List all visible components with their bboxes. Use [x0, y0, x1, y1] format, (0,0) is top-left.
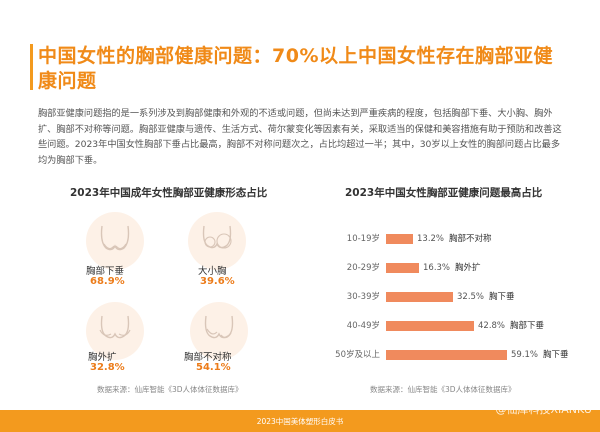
uneven-size-chest-icon: [202, 225, 232, 249]
shape-name: 胸部下垂: [86, 266, 125, 277]
category-label: 50岁及以上: [335, 350, 380, 360]
shape-pct: 54.1%: [196, 362, 231, 373]
shape-pct: 32.8%: [90, 362, 125, 373]
bar: [386, 234, 413, 244]
bar: [386, 350, 507, 360]
bar-row: 20-29岁 16.3% 胸外扩: [325, 262, 590, 274]
page-title: 中国女性的胸部健康问题：70%以上中国女性存在胸部亚健康问题: [38, 45, 553, 92]
issue-label: 胸部下垂: [510, 321, 545, 331]
category-label: 20-29岁: [346, 263, 380, 273]
category-label: 30-39岁: [346, 292, 380, 302]
footer-text: 2023中国美体塑形白皮书: [256, 417, 344, 426]
shape-item-uneven: 大小胸 39.6%: [188, 212, 398, 287]
category-label: 10-19岁: [346, 234, 380, 244]
bar: [386, 321, 474, 331]
shape-name: 胸外扩: [88, 352, 117, 363]
value-label: 32.5%: [457, 292, 485, 302]
value-label: 42.8%: [478, 321, 506, 331]
issue-label: 胸外扩: [455, 263, 481, 273]
bar-row: 10-19岁 13.2% 胸部不对称: [325, 233, 590, 245]
sagging-chest-icon: [100, 225, 130, 251]
watermark: @仙库科技XIANKU: [495, 403, 592, 416]
intro-paragraph: 胸部亚健康问题指的是一系列涉及到胸部健康和外观的不适或问题，但尚未达到严重疾病的…: [38, 108, 562, 166]
age-bar-chart: 10-19岁 13.2% 胸部不对称 20-29岁 16.3% 胸外扩 30-39岁 32.5…: [325, 225, 590, 370]
shape-item-asymmetric: 胸部不对称 54.1%: [184, 302, 394, 377]
bar: [386, 263, 419, 273]
shape-pct: 68.9%: [90, 276, 125, 287]
shape-item-sagging: 胸部下垂 68.9%: [78, 212, 288, 287]
value-label: 59.1%: [511, 350, 539, 360]
issue-label: 胸部不对称: [449, 234, 492, 244]
bar-row: 50岁及以上 59.1% 胸下垂: [325, 349, 590, 361]
issue-label: 胸下垂: [543, 350, 569, 360]
bar-row: 30-39岁 32.5% 胸下垂: [325, 291, 590, 303]
splayed-chest-icon: [99, 315, 131, 339]
value-label: 13.2%: [417, 234, 445, 244]
left-source-note: 数据来源：仙库智能《3D人体体征数据库》: [97, 385, 243, 394]
title-accent-bar: [30, 44, 33, 90]
footer-bar: [0, 410, 600, 432]
shape-item-splayed: 胸外扩 32.8%: [78, 302, 288, 377]
value-label: 16.3%: [423, 263, 451, 273]
left-panel-title: 2023年中国成年女性胸部亚健康形态占比: [70, 187, 268, 199]
shape-name: 胸部不对称: [184, 352, 232, 363]
chart-title: 2023年中国女性胸部亚健康问题最高占比: [345, 187, 543, 199]
issue-label: 胸下垂: [489, 292, 515, 302]
bar: [386, 292, 453, 302]
shape-name: 大小胸: [198, 266, 227, 277]
category-label: 40-49岁: [346, 321, 380, 331]
shape-pct: 39.6%: [200, 276, 235, 287]
chart-source-note: 数据来源：仙库智能《3D人体体征数据库》: [370, 385, 516, 394]
bar-row: 40-49岁 42.8% 胸部下垂: [325, 320, 590, 332]
asymmetric-chest-icon: [204, 315, 234, 339]
